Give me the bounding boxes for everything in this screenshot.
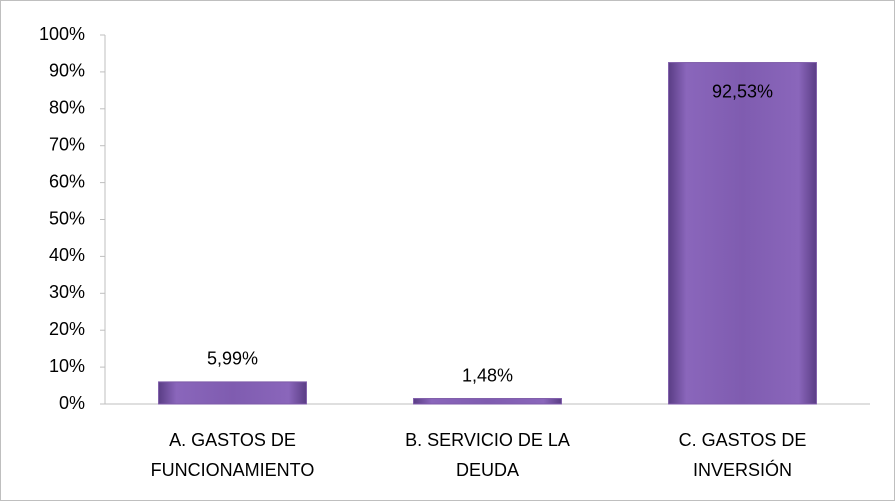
- y-tick-label: 70%: [49, 134, 85, 154]
- y-tick-label: 30%: [49, 282, 85, 302]
- x-tick-label: C. GASTOS DE INVERSIÓN: [678, 430, 807, 480]
- y-tick-label: 10%: [49, 356, 85, 376]
- y-tick-label: 90%: [49, 61, 85, 81]
- y-tick-label: 80%: [49, 98, 85, 118]
- bar: [413, 398, 562, 405]
- bar: [158, 381, 307, 405]
- y-tick-label: 20%: [49, 319, 85, 339]
- y-tick-label: 0%: [59, 393, 85, 413]
- y-tick-label: 40%: [49, 245, 85, 265]
- data-label: 92,53%: [712, 81, 773, 101]
- y-tick-label: 60%: [49, 171, 85, 191]
- x-tick-label: B. SERVICIO DE LA DEUDA: [405, 430, 570, 480]
- data-label: 1,48%: [462, 365, 513, 385]
- x-tick-label: A. GASTOS DE FUNCIONAMIENTO: [150, 430, 315, 480]
- data-label: 5,99%: [207, 349, 258, 369]
- y-tick-label: 100%: [39, 24, 85, 44]
- bar: [668, 62, 817, 405]
- y-tick-label: 50%: [49, 208, 85, 228]
